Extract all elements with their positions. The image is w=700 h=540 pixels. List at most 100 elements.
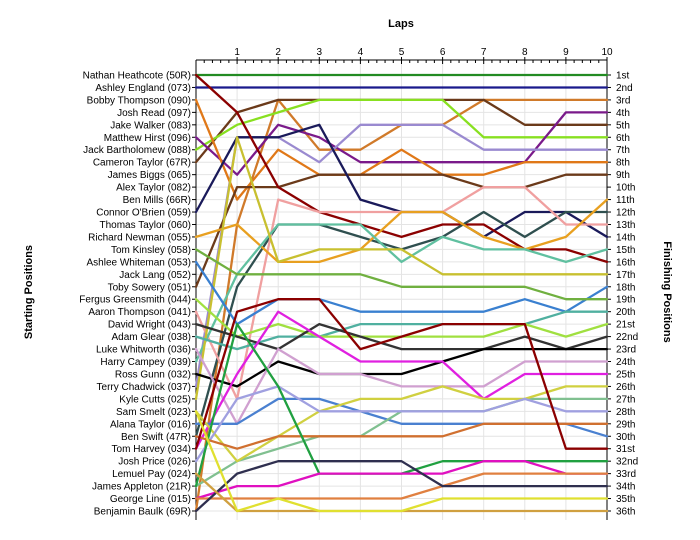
finishing-position-label: 30th (616, 432, 635, 443)
finishing-position-label: 25th (616, 369, 635, 380)
finishing-position-label: 26th (616, 382, 635, 393)
starting-position-label: Adam Glear (038) (112, 332, 191, 343)
right-axis-title: Finishing Positions (661, 241, 673, 342)
finishing-position-label: 20th (616, 307, 635, 318)
finishing-position-label: 24th (616, 357, 635, 368)
starting-position-label: Connor O'Brien (059) (96, 208, 191, 219)
finishing-position-label: 32nd (616, 457, 638, 468)
driver-position-line (194, 472, 609, 500)
driver-position-line (194, 460, 609, 513)
finishing-position-label: 33rd (616, 469, 636, 480)
driver-position-line (194, 347, 609, 425)
finishing-position-label: 13th (616, 220, 635, 231)
finishing-position-label: 7th (616, 145, 630, 156)
lap-tick-label: 1 (234, 47, 240, 58)
finishing-position-label: 14th (616, 232, 635, 243)
finishing-position-label: 31st (616, 444, 635, 455)
starting-position-label: Ashley England (073) (95, 83, 191, 94)
driver-position-line (194, 385, 609, 463)
lap-tick-label: 9 (563, 47, 569, 58)
finishing-position-labels: 1st2nd3rd4th5th6th7th8th9th10th11th12th1… (616, 71, 638, 518)
starting-position-label: Fergus Greensmith (044) (79, 295, 191, 306)
finishing-position-label: 27th (616, 394, 635, 405)
driver-position-line (194, 98, 609, 151)
lap-tick-label: 7 (481, 47, 487, 58)
starting-position-label: Tom Harvey (034) (112, 444, 191, 455)
starting-position-label: Luke Whitworth (036) (96, 345, 191, 356)
finishing-position-label: 15th (616, 245, 635, 256)
finishing-position-label: 36th (616, 507, 635, 518)
starting-position-label: Tom Kinsley (058) (111, 245, 191, 256)
starting-position-label: Terry Chadwick (037) (97, 382, 191, 393)
starting-position-label: Ashlee Whiteman (053) (87, 257, 192, 268)
starting-position-label: Kyle Cutts (025) (119, 394, 191, 405)
left-axis-title: Starting Positions (23, 245, 35, 339)
starting-position-label: James Biggs (065) (108, 170, 191, 181)
starting-position-label: Ben Swift (47R) (121, 432, 191, 443)
lap-tick-label: 10 (601, 47, 613, 58)
finishing-position-label: 18th (616, 282, 635, 293)
driver-position-line (194, 310, 609, 450)
starting-position-label: Sam Smelt (023) (116, 407, 191, 418)
finishing-position-label: 5th (616, 120, 630, 131)
lap-tick-label: 3 (317, 47, 323, 58)
finishing-position-label: 19th (616, 295, 635, 306)
finishing-position-label: 21st (616, 320, 635, 331)
driver-position-line (194, 422, 609, 450)
driver-position-line (194, 460, 609, 500)
finishing-position-label: 35th (616, 494, 635, 505)
finishing-position-label: 6th (616, 133, 630, 144)
starting-position-label: Benjamin Baulk (69R) (94, 507, 191, 518)
starting-position-label: Josh Price (026) (118, 457, 191, 468)
starting-position-label: Cameron Taylor (67R) (93, 158, 191, 169)
finishing-position-label: 22nd (616, 332, 638, 343)
starting-position-label: Toby Sowery (051) (108, 282, 191, 293)
finishing-position-label: 4th (616, 108, 630, 119)
driver-position-line (194, 111, 609, 176)
starting-position-label: Jack Lang (052) (119, 270, 191, 281)
finishing-position-label: 2nd (616, 83, 633, 94)
starting-position-label: Alex Taylor (082) (116, 183, 191, 194)
starting-position-label: Nathan Heathcote (50R) (83, 71, 191, 82)
driver-position-line (194, 248, 609, 301)
finishing-position-label: 11th (616, 195, 635, 206)
finishing-position-label: 28th (616, 407, 635, 418)
driver-position-line (194, 410, 609, 513)
finishing-position-label: 17th (616, 270, 635, 281)
starting-position-label: James Appleton (21R) (92, 482, 191, 493)
finishing-position-label: 10th (616, 183, 635, 194)
starting-position-label: Matthew Hirst (096) (104, 133, 191, 144)
finishing-position-label: 9th (616, 170, 630, 181)
series-lines (194, 73, 609, 513)
lap-tick-label: 8 (522, 47, 528, 58)
starting-position-label: Lemuel Pay (024) (112, 469, 191, 480)
driver-position-line (194, 173, 609, 288)
driver-position-line (194, 223, 609, 363)
lap-tick-label: 6 (440, 47, 446, 58)
lap-tick-label: 4 (358, 47, 364, 58)
starting-position-labels: Nathan Heathcote (50R)Ashley England (07… (79, 71, 191, 518)
starting-position-label: George Line (015) (110, 494, 191, 505)
lap-tick-label: 2 (275, 47, 281, 58)
finishing-position-label: 3rd (616, 95, 630, 106)
lap-tick-labels: 1 2 3 4 5 6 7 8 9 10 (234, 47, 613, 58)
starting-position-label: Jack Bartholomew (088) (83, 145, 191, 156)
top-axis-title: Laps (388, 18, 414, 30)
finishing-position-label: 34th (616, 482, 635, 493)
finishing-position-label: 12th (616, 208, 635, 219)
finishing-position-label: 8th (616, 158, 630, 169)
starting-position-label: Jake Walker (083) (110, 120, 191, 131)
finishing-position-label: 29th (616, 419, 635, 430)
driver-position-line (194, 298, 609, 450)
starting-position-label: Alana Taylor (016) (110, 419, 191, 430)
driver-position-line (194, 98, 609, 201)
driver-position-line (194, 198, 609, 264)
driver-position-line (194, 385, 609, 463)
starting-position-label: Ben Mills (66R) (123, 195, 191, 206)
starting-position-label: Ross Gunn (032) (115, 369, 191, 380)
starting-position-label: Richard Newman (055) (88, 232, 191, 243)
lap-tick-label: 5 (399, 47, 405, 58)
starting-position-label: Thomas Taylor (060) (99, 220, 191, 231)
